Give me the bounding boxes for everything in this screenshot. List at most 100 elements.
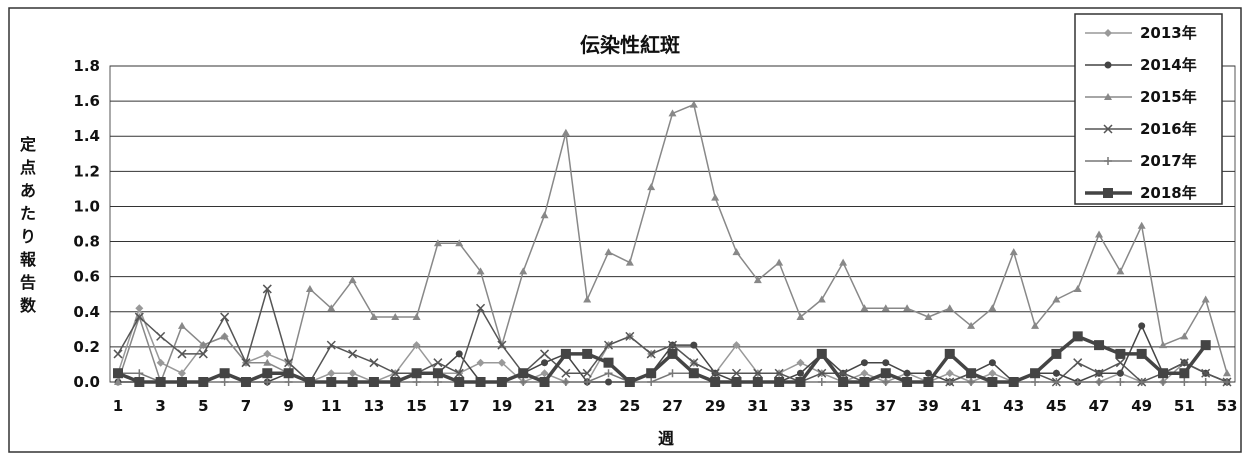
legend-item: 2016年 xyxy=(1085,120,1197,138)
data-point xyxy=(134,312,144,322)
data-point xyxy=(775,258,784,266)
x-tick-label: 39 xyxy=(918,397,939,415)
data-point xyxy=(176,377,187,387)
data-point xyxy=(583,295,592,303)
x-tick-label: 41 xyxy=(961,397,982,415)
data-point xyxy=(1094,340,1105,351)
x-tick-label: 45 xyxy=(1046,397,1067,415)
data-point xyxy=(455,350,463,358)
data-point xyxy=(519,267,528,275)
series-2018年 xyxy=(113,331,1211,387)
data-point xyxy=(219,368,230,379)
data-point xyxy=(113,349,123,359)
data-point xyxy=(988,369,997,378)
plot-area xyxy=(109,65,1236,383)
data-point xyxy=(860,304,869,312)
data-point xyxy=(625,331,635,341)
x-tick-label: 29 xyxy=(705,397,726,415)
data-point xyxy=(368,377,379,387)
data-point xyxy=(391,313,400,321)
data-point xyxy=(1158,368,1169,379)
data-point xyxy=(1223,378,1231,386)
data-point xyxy=(1052,369,1060,377)
x-tick-label: 35 xyxy=(833,397,854,415)
data-point xyxy=(327,369,336,378)
legend-label: 2016年 xyxy=(1140,120,1197,138)
data-point xyxy=(347,377,358,387)
data-point xyxy=(988,304,997,312)
legend-box xyxy=(1074,13,1223,205)
data-point xyxy=(880,368,891,379)
x-tick-label: 37 xyxy=(875,397,896,415)
data-point xyxy=(1179,368,1190,379)
data-point xyxy=(454,368,464,378)
data-point xyxy=(1223,369,1231,377)
data-point xyxy=(667,348,678,359)
data-point xyxy=(412,341,421,350)
data-point xyxy=(774,368,784,378)
data-point xyxy=(327,304,336,312)
data-point xyxy=(1094,368,1104,378)
data-point xyxy=(1201,378,1210,386)
x-tick-label: 11 xyxy=(321,397,342,415)
data-point xyxy=(497,358,506,367)
data-point xyxy=(1200,340,1211,351)
data-point xyxy=(1095,378,1104,386)
data-point xyxy=(860,359,868,367)
data-point xyxy=(369,358,379,368)
data-point xyxy=(859,377,870,387)
data-point xyxy=(882,359,890,367)
data-point xyxy=(710,377,721,387)
data-point xyxy=(711,193,720,201)
data-point xyxy=(796,313,805,321)
y-tick-label: 0.0 xyxy=(73,373,100,391)
legend: 2013年 2014年 2015年 2016年 2017年 2018年 xyxy=(1074,13,1223,205)
data-point xyxy=(603,340,614,350)
data-point xyxy=(284,358,294,368)
data-point xyxy=(433,378,442,386)
data-point xyxy=(881,304,890,312)
data-point xyxy=(304,377,315,387)
y-tick-label: 1.2 xyxy=(73,162,100,180)
data-point xyxy=(903,304,912,312)
data-point xyxy=(220,332,229,340)
data-point xyxy=(519,378,528,386)
data-point xyxy=(838,377,849,387)
x-tick-label: 27 xyxy=(662,397,683,415)
series-lines xyxy=(113,100,1232,387)
data-point xyxy=(860,369,869,378)
data-point xyxy=(1103,188,1113,198)
data-point xyxy=(1115,348,1126,359)
data-point xyxy=(816,348,827,359)
data-point xyxy=(1201,368,1211,378)
data-point xyxy=(1104,61,1112,69)
data-point xyxy=(263,349,272,358)
x-tick-label: 23 xyxy=(577,397,598,415)
data-point xyxy=(540,369,549,378)
data-point xyxy=(582,368,592,378)
data-point xyxy=(263,358,272,366)
data-point xyxy=(476,267,485,275)
x-tick-label: 47 xyxy=(1089,397,1110,415)
data-point xyxy=(668,369,677,378)
data-point xyxy=(1009,248,1018,256)
data-point xyxy=(1030,368,1041,379)
data-point xyxy=(923,377,934,387)
x-axis-label: 週 xyxy=(658,429,674,448)
data-point xyxy=(177,369,186,378)
x-tick-label: 15 xyxy=(406,397,427,415)
data-point xyxy=(603,357,614,368)
data-point xyxy=(476,303,486,313)
data-point xyxy=(135,304,144,313)
data-point xyxy=(1031,378,1040,386)
data-point xyxy=(454,377,465,387)
data-point xyxy=(944,348,955,359)
data-point xyxy=(1103,124,1113,134)
data-point xyxy=(1116,369,1124,377)
data-point xyxy=(1104,157,1112,165)
y-tick-label: 0.2 xyxy=(73,338,100,356)
legend-label: 2017年 xyxy=(1140,152,1197,170)
data-point xyxy=(753,276,762,284)
data-point xyxy=(688,368,699,379)
